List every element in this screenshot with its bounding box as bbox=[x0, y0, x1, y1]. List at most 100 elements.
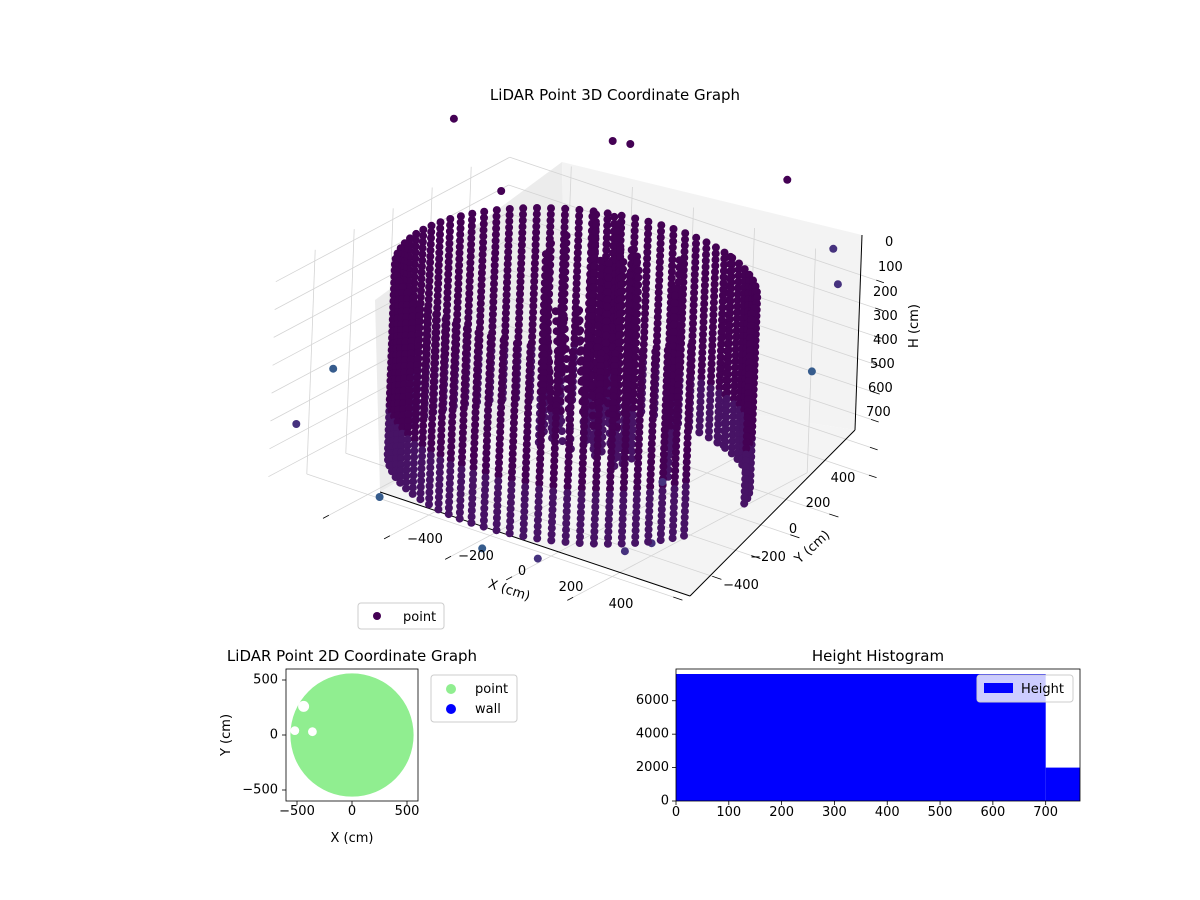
point bbox=[629, 411, 638, 420]
y-tick-label: 0 bbox=[661, 794, 669, 809]
point bbox=[418, 427, 427, 436]
point bbox=[618, 527, 627, 536]
point bbox=[680, 247, 689, 256]
point bbox=[644, 531, 653, 540]
point bbox=[643, 254, 652, 263]
point bbox=[410, 434, 419, 443]
x-tick-label: 0 bbox=[518, 564, 526, 579]
point bbox=[486, 351, 495, 360]
point-cloud-2d bbox=[290, 673, 414, 797]
point bbox=[670, 497, 678, 506]
point bbox=[616, 302, 625, 311]
point bbox=[647, 451, 656, 460]
point bbox=[572, 279, 581, 288]
point bbox=[504, 241, 513, 250]
point bbox=[594, 314, 603, 323]
point bbox=[631, 214, 640, 223]
point bbox=[680, 519, 689, 528]
point bbox=[744, 377, 753, 385]
point bbox=[524, 385, 533, 393]
point bbox=[662, 376, 671, 385]
point bbox=[536, 442, 545, 451]
point bbox=[521, 470, 530, 479]
point bbox=[573, 254, 582, 263]
point bbox=[632, 514, 640, 523]
point bbox=[697, 361, 706, 369]
point bbox=[503, 278, 511, 287]
point bbox=[563, 495, 572, 503]
point bbox=[681, 229, 690, 238]
point bbox=[681, 488, 690, 497]
point bbox=[686, 372, 694, 381]
grid-line bbox=[509, 156, 877, 281]
point bbox=[690, 270, 699, 279]
point bbox=[472, 384, 481, 392]
point bbox=[469, 457, 478, 466]
point bbox=[718, 291, 727, 300]
y-tick bbox=[673, 596, 683, 601]
point bbox=[494, 464, 503, 473]
point bbox=[505, 217, 514, 226]
point bbox=[474, 328, 483, 337]
point bbox=[535, 485, 544, 494]
point bbox=[614, 443, 623, 451]
point bbox=[488, 316, 497, 325]
point bbox=[669, 503, 678, 512]
point bbox=[622, 343, 631, 352]
point bbox=[606, 478, 615, 487]
point bbox=[663, 346, 672, 355]
point bbox=[699, 324, 708, 333]
point bbox=[528, 314, 537, 323]
point bbox=[512, 339, 521, 348]
point bbox=[498, 354, 507, 363]
point bbox=[632, 502, 641, 511]
point bbox=[670, 485, 679, 494]
point bbox=[397, 448, 406, 457]
point bbox=[745, 364, 754, 373]
point bbox=[741, 462, 750, 471]
point bbox=[551, 413, 560, 422]
point bbox=[427, 234, 435, 242]
point bbox=[408, 483, 417, 492]
point bbox=[446, 215, 455, 223]
point bbox=[624, 307, 633, 316]
point bbox=[399, 393, 408, 401]
point bbox=[550, 462, 559, 471]
point bbox=[481, 473, 490, 482]
point bbox=[633, 477, 642, 486]
point bbox=[485, 357, 494, 366]
point bbox=[603, 288, 612, 297]
point bbox=[402, 472, 411, 481]
point bbox=[528, 332, 537, 341]
point bbox=[467, 512, 476, 521]
point bbox=[696, 391, 705, 400]
point bbox=[490, 279, 498, 288]
point bbox=[710, 280, 719, 289]
point bbox=[537, 418, 546, 426]
point bbox=[633, 309, 641, 318]
point bbox=[515, 302, 524, 311]
point bbox=[590, 533, 599, 542]
x-axis-label: X (cm) bbox=[331, 831, 374, 846]
point bbox=[622, 404, 631, 413]
point bbox=[672, 423, 681, 432]
point bbox=[444, 270, 453, 279]
point bbox=[536, 460, 544, 469]
point bbox=[672, 436, 681, 445]
point bbox=[561, 531, 570, 540]
point bbox=[681, 235, 689, 244]
point bbox=[447, 430, 456, 439]
point bbox=[545, 384, 554, 393]
point bbox=[604, 533, 613, 542]
point bbox=[445, 479, 454, 488]
point bbox=[516, 290, 524, 298]
point bbox=[673, 399, 682, 408]
point bbox=[426, 463, 435, 472]
point bbox=[670, 313, 679, 322]
point bbox=[532, 216, 541, 225]
point bbox=[443, 294, 452, 303]
point bbox=[661, 419, 670, 428]
point bbox=[634, 459, 643, 468]
point bbox=[595, 278, 604, 287]
point bbox=[579, 428, 588, 437]
